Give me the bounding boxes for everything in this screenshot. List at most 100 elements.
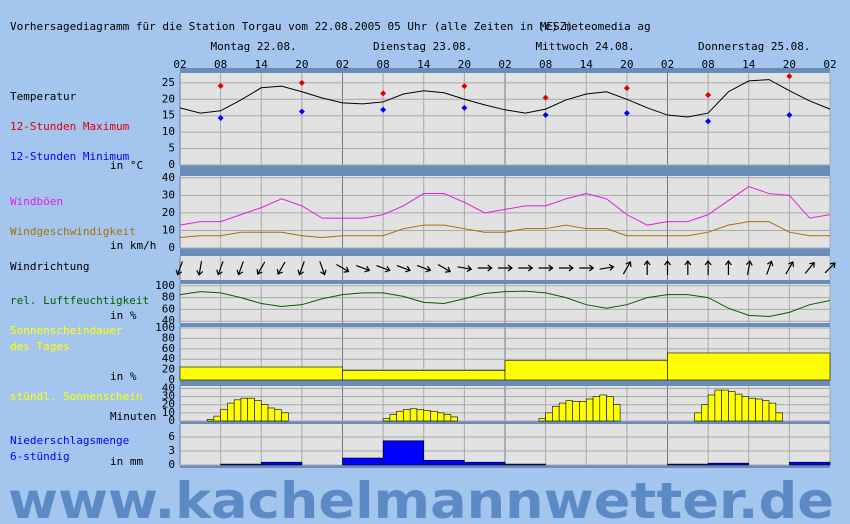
y-tick-label: 6	[168, 430, 175, 443]
bar	[179, 366, 343, 381]
wind-arrow	[804, 261, 815, 274]
panel-label: Windrichtung	[10, 260, 89, 273]
panel-label: Minuten	[110, 410, 156, 423]
x-tick-label: 02	[661, 58, 674, 71]
panel-label: Niederschlagsmenge	[10, 434, 129, 447]
wind-arrow	[538, 264, 554, 272]
max-min-marker	[380, 106, 387, 113]
bar	[545, 412, 553, 422]
max-min-marker	[217, 82, 224, 89]
bar	[254, 400, 262, 422]
x-tick-label: 02	[498, 58, 511, 71]
wind-arrow	[216, 261, 224, 276]
x-tick-label: 20	[783, 58, 796, 71]
wind-arrow	[558, 264, 574, 272]
bar	[504, 463, 546, 466]
y-tick-label: 5	[168, 142, 175, 155]
bar	[734, 393, 743, 422]
y-tick-label: 25	[162, 76, 175, 89]
wind-arrow	[457, 265, 473, 273]
bar	[768, 402, 777, 422]
max-min-marker	[786, 73, 793, 80]
wind-arrow	[724, 260, 732, 275]
bar	[714, 389, 722, 422]
bar	[775, 412, 783, 422]
wind-arrow	[396, 265, 411, 273]
bar	[707, 462, 750, 466]
bar	[260, 404, 269, 422]
y-tick-label: 10	[162, 406, 175, 419]
bar	[741, 396, 750, 422]
bar	[789, 461, 831, 466]
bar	[423, 460, 465, 466]
x-tick-label: 08	[214, 58, 227, 71]
y-tick-label: 30	[162, 188, 175, 201]
bar	[565, 400, 574, 422]
wind-arrow	[376, 265, 391, 273]
wind-arrow	[498, 264, 513, 272]
watermark: www.kachelmannwetter.de	[8, 472, 834, 524]
wind-arrow	[664, 260, 671, 275]
panel-label: Temperatur	[10, 90, 77, 103]
max-min-marker	[623, 85, 630, 92]
y-tick-label: 40	[162, 352, 175, 365]
wind-arrow	[684, 260, 692, 275]
credit: (c) meteomedia ag	[538, 20, 651, 33]
x-tick-label: 08	[377, 58, 390, 71]
bar	[694, 412, 702, 422]
y-tick-label: 100	[155, 321, 175, 334]
y-tick-label: 0	[168, 414, 175, 427]
bar	[430, 410, 438, 422]
x-tick-label: 02	[336, 58, 349, 71]
bar	[220, 409, 228, 422]
wind-arrow	[599, 263, 615, 271]
bar	[220, 463, 262, 466]
bar	[342, 457, 384, 466]
y-tick-label: 40	[162, 381, 175, 394]
x-tick-label: 20	[295, 58, 308, 71]
y-tick-label: 20	[162, 206, 175, 219]
max-min-marker	[298, 108, 305, 115]
max-min-marker	[461, 104, 468, 111]
bar	[267, 407, 276, 422]
max-min-marker	[623, 110, 630, 117]
y-tick-label: 30	[162, 390, 175, 403]
series-line	[179, 79, 831, 118]
bar	[728, 391, 736, 422]
panel-label: in mm	[110, 455, 143, 468]
bar	[382, 418, 391, 422]
panel-label: in %	[110, 370, 137, 383]
bar	[701, 404, 709, 422]
bar	[558, 402, 567, 422]
panel-label: in km/h	[110, 239, 156, 252]
day-label: Donnerstag 25.08.	[698, 40, 811, 53]
wind-arrow	[256, 261, 266, 275]
y-tick-label: 60	[162, 342, 175, 355]
bar	[613, 404, 621, 422]
wind-arrow	[622, 261, 632, 275]
bar	[416, 409, 425, 422]
y-tick-label: 20	[162, 363, 175, 376]
max-min-marker	[542, 94, 549, 101]
wind-arrow	[704, 260, 712, 275]
wind-arrow	[437, 263, 451, 273]
bar	[504, 359, 668, 381]
panel-label: stündl. Sonnenschein	[10, 390, 142, 403]
wind-arrow	[336, 263, 350, 273]
panel-label: des Tages	[10, 340, 70, 353]
x-tick-label: 20	[458, 58, 471, 71]
wind-arrow	[745, 260, 753, 275]
y-tick-label: 0	[168, 458, 175, 471]
panel-label: 12-Stunden Maximum	[10, 120, 130, 133]
wind-arrow	[297, 261, 305, 276]
series-line	[179, 185, 831, 226]
wind-arrow	[766, 260, 774, 275]
x-tick-label: 02	[173, 58, 186, 71]
y-tick-label: 80	[162, 331, 175, 344]
bar	[552, 406, 560, 422]
bar	[206, 419, 215, 422]
y-tick-label: 10	[162, 125, 175, 138]
panel-label: Windböen	[10, 195, 63, 208]
bar	[260, 461, 303, 466]
